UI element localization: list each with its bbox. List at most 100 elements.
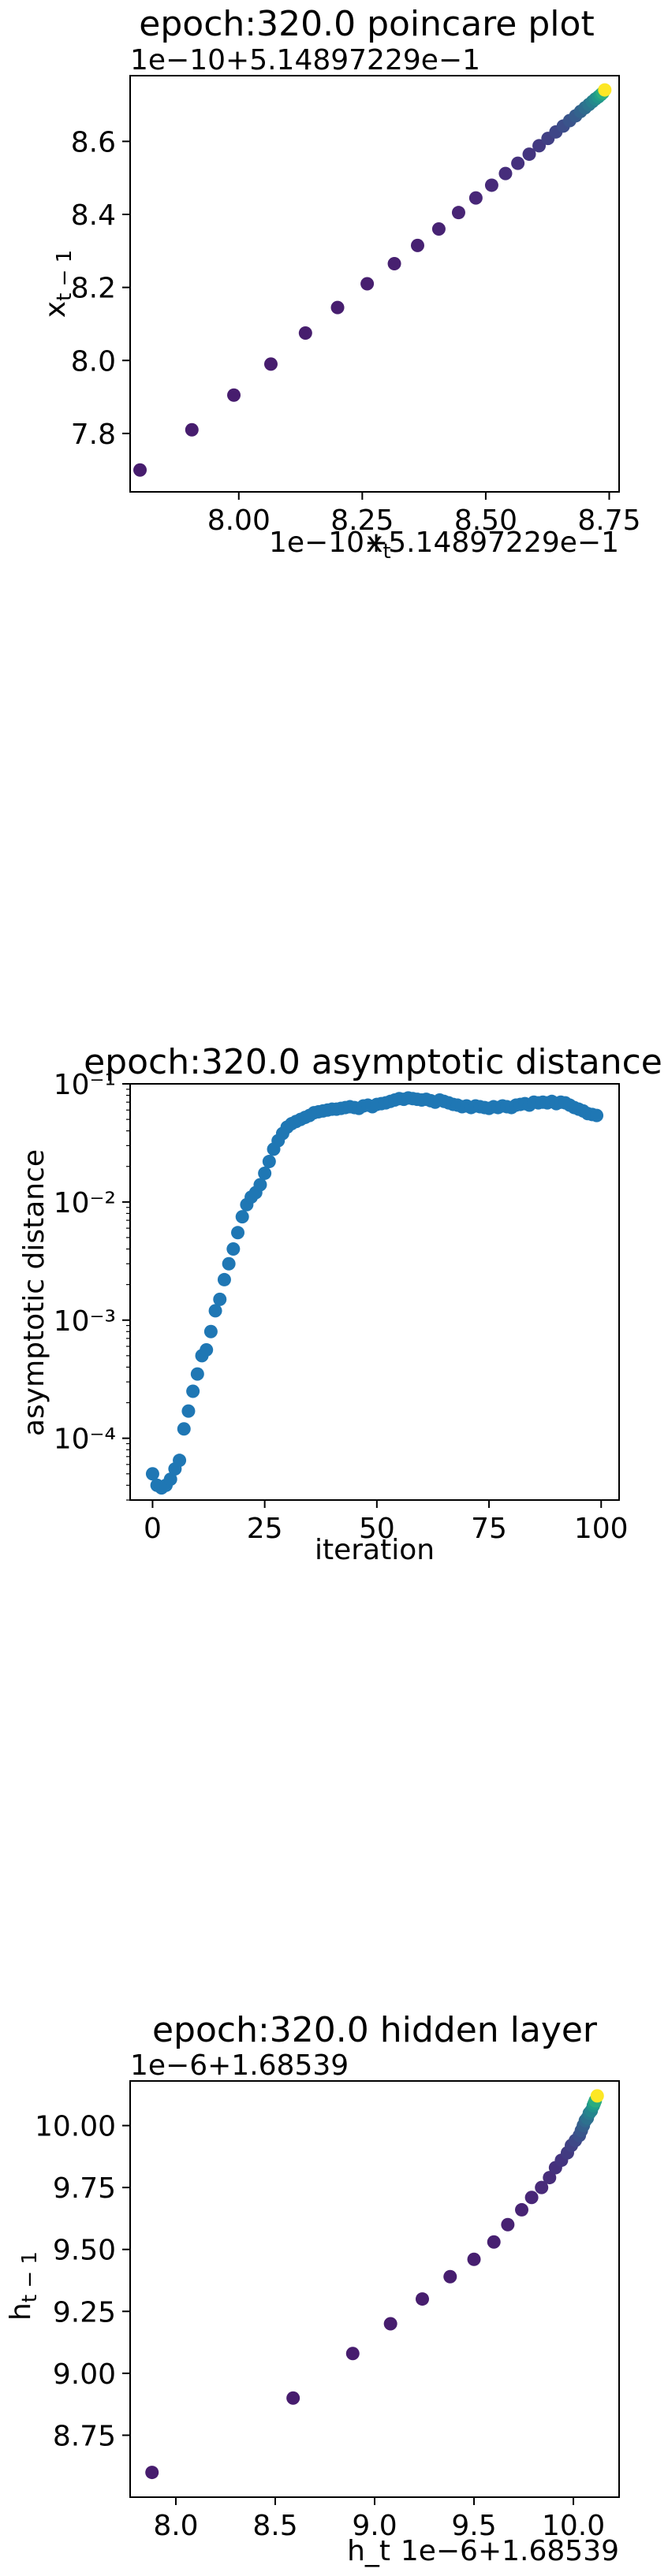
data-point bbox=[431, 222, 446, 236]
y-tick-label: 7.8 bbox=[71, 419, 116, 451]
data-point bbox=[200, 1342, 214, 1357]
data-point bbox=[145, 2466, 159, 2480]
x-tick-label: 25 bbox=[247, 1513, 283, 1545]
data-point bbox=[484, 178, 498, 192]
y-axis-label: xt − 1 bbox=[39, 250, 77, 318]
data-point bbox=[383, 2317, 397, 2331]
data-point bbox=[360, 277, 375, 291]
x-tick-label: 0 bbox=[144, 1513, 162, 1545]
y-offset-label: 1e−10+5.14897229e−1 bbox=[130, 44, 480, 76]
data-point bbox=[263, 357, 278, 371]
asymptotic-distance-plot: epoch:320.0 asymptotic distance 0 25 50 75 1… bbox=[18, 1042, 662, 1566]
data-point bbox=[298, 326, 312, 341]
data-point bbox=[190, 1367, 204, 1381]
data-point bbox=[185, 423, 199, 437]
x-tick-label: 9.5 bbox=[451, 2510, 496, 2542]
data-point bbox=[231, 1226, 245, 1240]
data-point bbox=[227, 388, 241, 402]
data-point bbox=[262, 1155, 276, 1169]
plot-frame bbox=[129, 1083, 620, 1501]
data-point bbox=[498, 166, 513, 181]
y-tick-label: 10⁻² bbox=[54, 1187, 116, 1219]
data-point bbox=[590, 2089, 604, 2103]
y-tick-label: 10.00 bbox=[35, 2111, 116, 2143]
y-tick-label: 9.00 bbox=[53, 2358, 116, 2391]
plot-frame bbox=[129, 2080, 620, 2498]
data-point bbox=[222, 1256, 236, 1271]
data-point bbox=[213, 1292, 227, 1306]
data-point bbox=[598, 83, 612, 97]
y-tick-label: 10⁻⁴ bbox=[54, 1424, 116, 1456]
data-point bbox=[345, 2347, 360, 2361]
x-tick-label: 50 bbox=[359, 1513, 395, 1545]
data-point bbox=[443, 2269, 457, 2284]
data-point bbox=[501, 2217, 515, 2232]
y-tick-label: 8.0 bbox=[71, 345, 116, 378]
data-point bbox=[258, 1166, 272, 1180]
data-point bbox=[451, 206, 465, 220]
data-point bbox=[253, 1178, 267, 1192]
x-axis-label: h_t bbox=[347, 2535, 390, 2567]
x-tick-label: 8.50 bbox=[454, 504, 517, 537]
data-point bbox=[590, 1108, 604, 1122]
data-point bbox=[235, 1210, 249, 1224]
x-tick-label: 8.5 bbox=[252, 2510, 297, 2542]
y-tick-label: 8.6 bbox=[71, 126, 116, 158]
x-tick-label: 100 bbox=[574, 1513, 629, 1545]
data-point bbox=[535, 2180, 549, 2194]
data-point bbox=[415, 2292, 429, 2306]
y-tick-label: 9.75 bbox=[53, 2172, 116, 2205]
data-point bbox=[163, 1472, 177, 1487]
y-tick-label: 10⁻³ bbox=[54, 1305, 116, 1338]
data-point bbox=[524, 2191, 539, 2205]
data-point bbox=[532, 139, 547, 153]
data-point bbox=[543, 2171, 557, 2185]
y-tick-label: 9.50 bbox=[53, 2235, 116, 2267]
y-axis-label: ht − 1 bbox=[5, 2251, 42, 2321]
data-point bbox=[181, 1404, 196, 1418]
data-point bbox=[145, 1467, 159, 1481]
data-point bbox=[522, 147, 536, 162]
y-tick-label: 8.4 bbox=[71, 199, 116, 232]
data-point bbox=[208, 1304, 222, 1318]
x-tick-label: 8.25 bbox=[330, 504, 394, 537]
y-tick-label: 8.75 bbox=[53, 2420, 116, 2452]
x-axis-label: iteration bbox=[315, 1534, 435, 1566]
chart-title: epoch:320.0 hidden layer bbox=[152, 2010, 598, 2050]
data-point bbox=[286, 2391, 300, 2405]
poincare-plot: epoch:320.0 poincare plot 1e−10+5.148972… bbox=[39, 4, 641, 564]
x-tick-label: 75 bbox=[471, 1513, 507, 1545]
data-point bbox=[177, 1422, 191, 1436]
data-point bbox=[467, 2252, 481, 2266]
data-point bbox=[203, 1324, 218, 1338]
data-point bbox=[133, 463, 147, 477]
data-point bbox=[173, 1454, 187, 1468]
x-tick-label: 8.0 bbox=[153, 2510, 198, 2542]
x-tick-label: 8.00 bbox=[207, 504, 271, 537]
x-offset-label: 1e−6+1.68539 bbox=[401, 2535, 619, 2567]
data-point bbox=[330, 300, 345, 315]
data-point bbox=[515, 2202, 529, 2217]
y-tick-label: 8.2 bbox=[71, 273, 116, 305]
hidden-layer-plot: epoch:320.0 hidden layer 1e−6+1.68539 8.… bbox=[5, 2010, 620, 2567]
chart-title: epoch:320.0 asymptotic distance bbox=[84, 1042, 662, 1082]
data-point bbox=[511, 156, 525, 170]
plot-frame bbox=[129, 75, 620, 493]
x-tick-label: 8.75 bbox=[577, 504, 640, 537]
x-tick-label: 9.0 bbox=[352, 2510, 397, 2542]
y-axis-label: asymptotic distance bbox=[18, 1149, 50, 1436]
chart-title: epoch:320.0 poincare plot bbox=[139, 4, 594, 44]
data-point bbox=[487, 2235, 501, 2249]
x-tick-label: 10.0 bbox=[542, 2510, 605, 2542]
data-point bbox=[186, 1384, 200, 1398]
data-point bbox=[217, 1272, 231, 1286]
y-offset-label: 1e−6+1.68539 bbox=[130, 2049, 349, 2082]
data-point bbox=[226, 1242, 241, 1256]
x-offset-label: 1e−10+5.14897229e−1 bbox=[269, 527, 619, 559]
data-point bbox=[468, 191, 483, 205]
data-point bbox=[387, 257, 401, 271]
data-point bbox=[410, 238, 424, 252]
y-tick-label: 9.25 bbox=[53, 2296, 116, 2328]
y-tick-label: 10⁻¹ bbox=[54, 1069, 116, 1101]
